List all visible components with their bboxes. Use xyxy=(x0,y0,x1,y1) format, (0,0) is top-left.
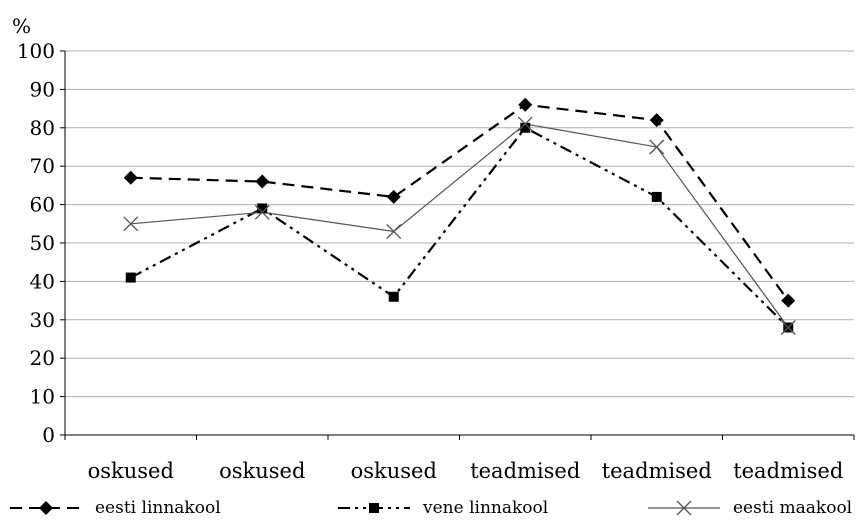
data-point xyxy=(649,113,664,128)
x-marker-stroke xyxy=(517,116,533,132)
x-category-label: teadmised xyxy=(733,459,843,483)
y-tick-label: 60 xyxy=(30,193,55,217)
x-marker-stroke xyxy=(386,224,402,239)
x-category-label: oskused xyxy=(351,459,437,483)
gridlines xyxy=(65,50,854,398)
x-marker-stroke xyxy=(676,500,692,516)
x-marker-stroke xyxy=(649,139,665,155)
x-marker-stroke xyxy=(780,320,796,335)
series-lines xyxy=(130,103,790,329)
data-point xyxy=(780,320,796,335)
data-point xyxy=(517,116,533,132)
data-point xyxy=(649,139,665,155)
y-tick-label: 20 xyxy=(30,346,55,370)
x-category-label: teadmised xyxy=(602,459,712,483)
series-line-2 xyxy=(130,126,790,329)
y-tick-label: 30 xyxy=(30,308,55,332)
x-marker-stroke xyxy=(254,204,270,220)
legend-item: vene linnakool xyxy=(338,498,548,518)
axis-labels: 0 10 20 30 40 50 60 70 80 90 100% oskused oskused osk… xyxy=(12,14,843,483)
legend-item: eesti maakool xyxy=(648,498,852,518)
data-point xyxy=(520,122,531,133)
data-point xyxy=(781,293,796,308)
y-axis-label: % xyxy=(12,14,31,38)
data-point xyxy=(255,174,270,189)
legend-label: eesti maakool xyxy=(733,498,852,518)
legend-label: eesti linnakool xyxy=(95,498,221,518)
legend-marker xyxy=(369,503,379,513)
series-line-3 xyxy=(130,123,789,328)
data-point xyxy=(386,224,402,239)
data-point xyxy=(257,203,268,214)
data-point xyxy=(254,204,270,220)
data-point xyxy=(518,97,533,112)
legend: eesti linnakool vene linnakool eesti maako… xyxy=(10,498,852,518)
x-category-label: oskused xyxy=(88,459,174,483)
series-line-1 xyxy=(130,103,790,302)
series-markers xyxy=(123,97,796,335)
data-point xyxy=(651,191,662,202)
y-tick-label: 80 xyxy=(30,116,55,140)
y-tick-label: 50 xyxy=(30,231,55,255)
legend-label: vene linnakool xyxy=(422,498,548,518)
x-category-label: teadmised xyxy=(470,459,580,483)
x-marker-stroke xyxy=(123,216,139,232)
data-point xyxy=(388,291,399,302)
y-tick-label: 70 xyxy=(30,154,55,178)
legend-item: eesti linnakool xyxy=(10,498,221,518)
y-tick-label: 100 xyxy=(17,39,55,63)
data-point xyxy=(123,170,138,185)
y-tick-label: 90 xyxy=(30,77,55,101)
data-point xyxy=(386,189,401,204)
y-tick-label: 0 xyxy=(42,423,55,447)
y-tick-label: 10 xyxy=(30,385,55,409)
legend-marker xyxy=(39,501,53,515)
x-category-label: oskused xyxy=(219,459,305,483)
legend-marker xyxy=(676,500,692,516)
axes xyxy=(60,50,855,440)
y-tick-label: 40 xyxy=(30,269,55,293)
data-point xyxy=(123,216,139,232)
data-point xyxy=(125,272,136,283)
